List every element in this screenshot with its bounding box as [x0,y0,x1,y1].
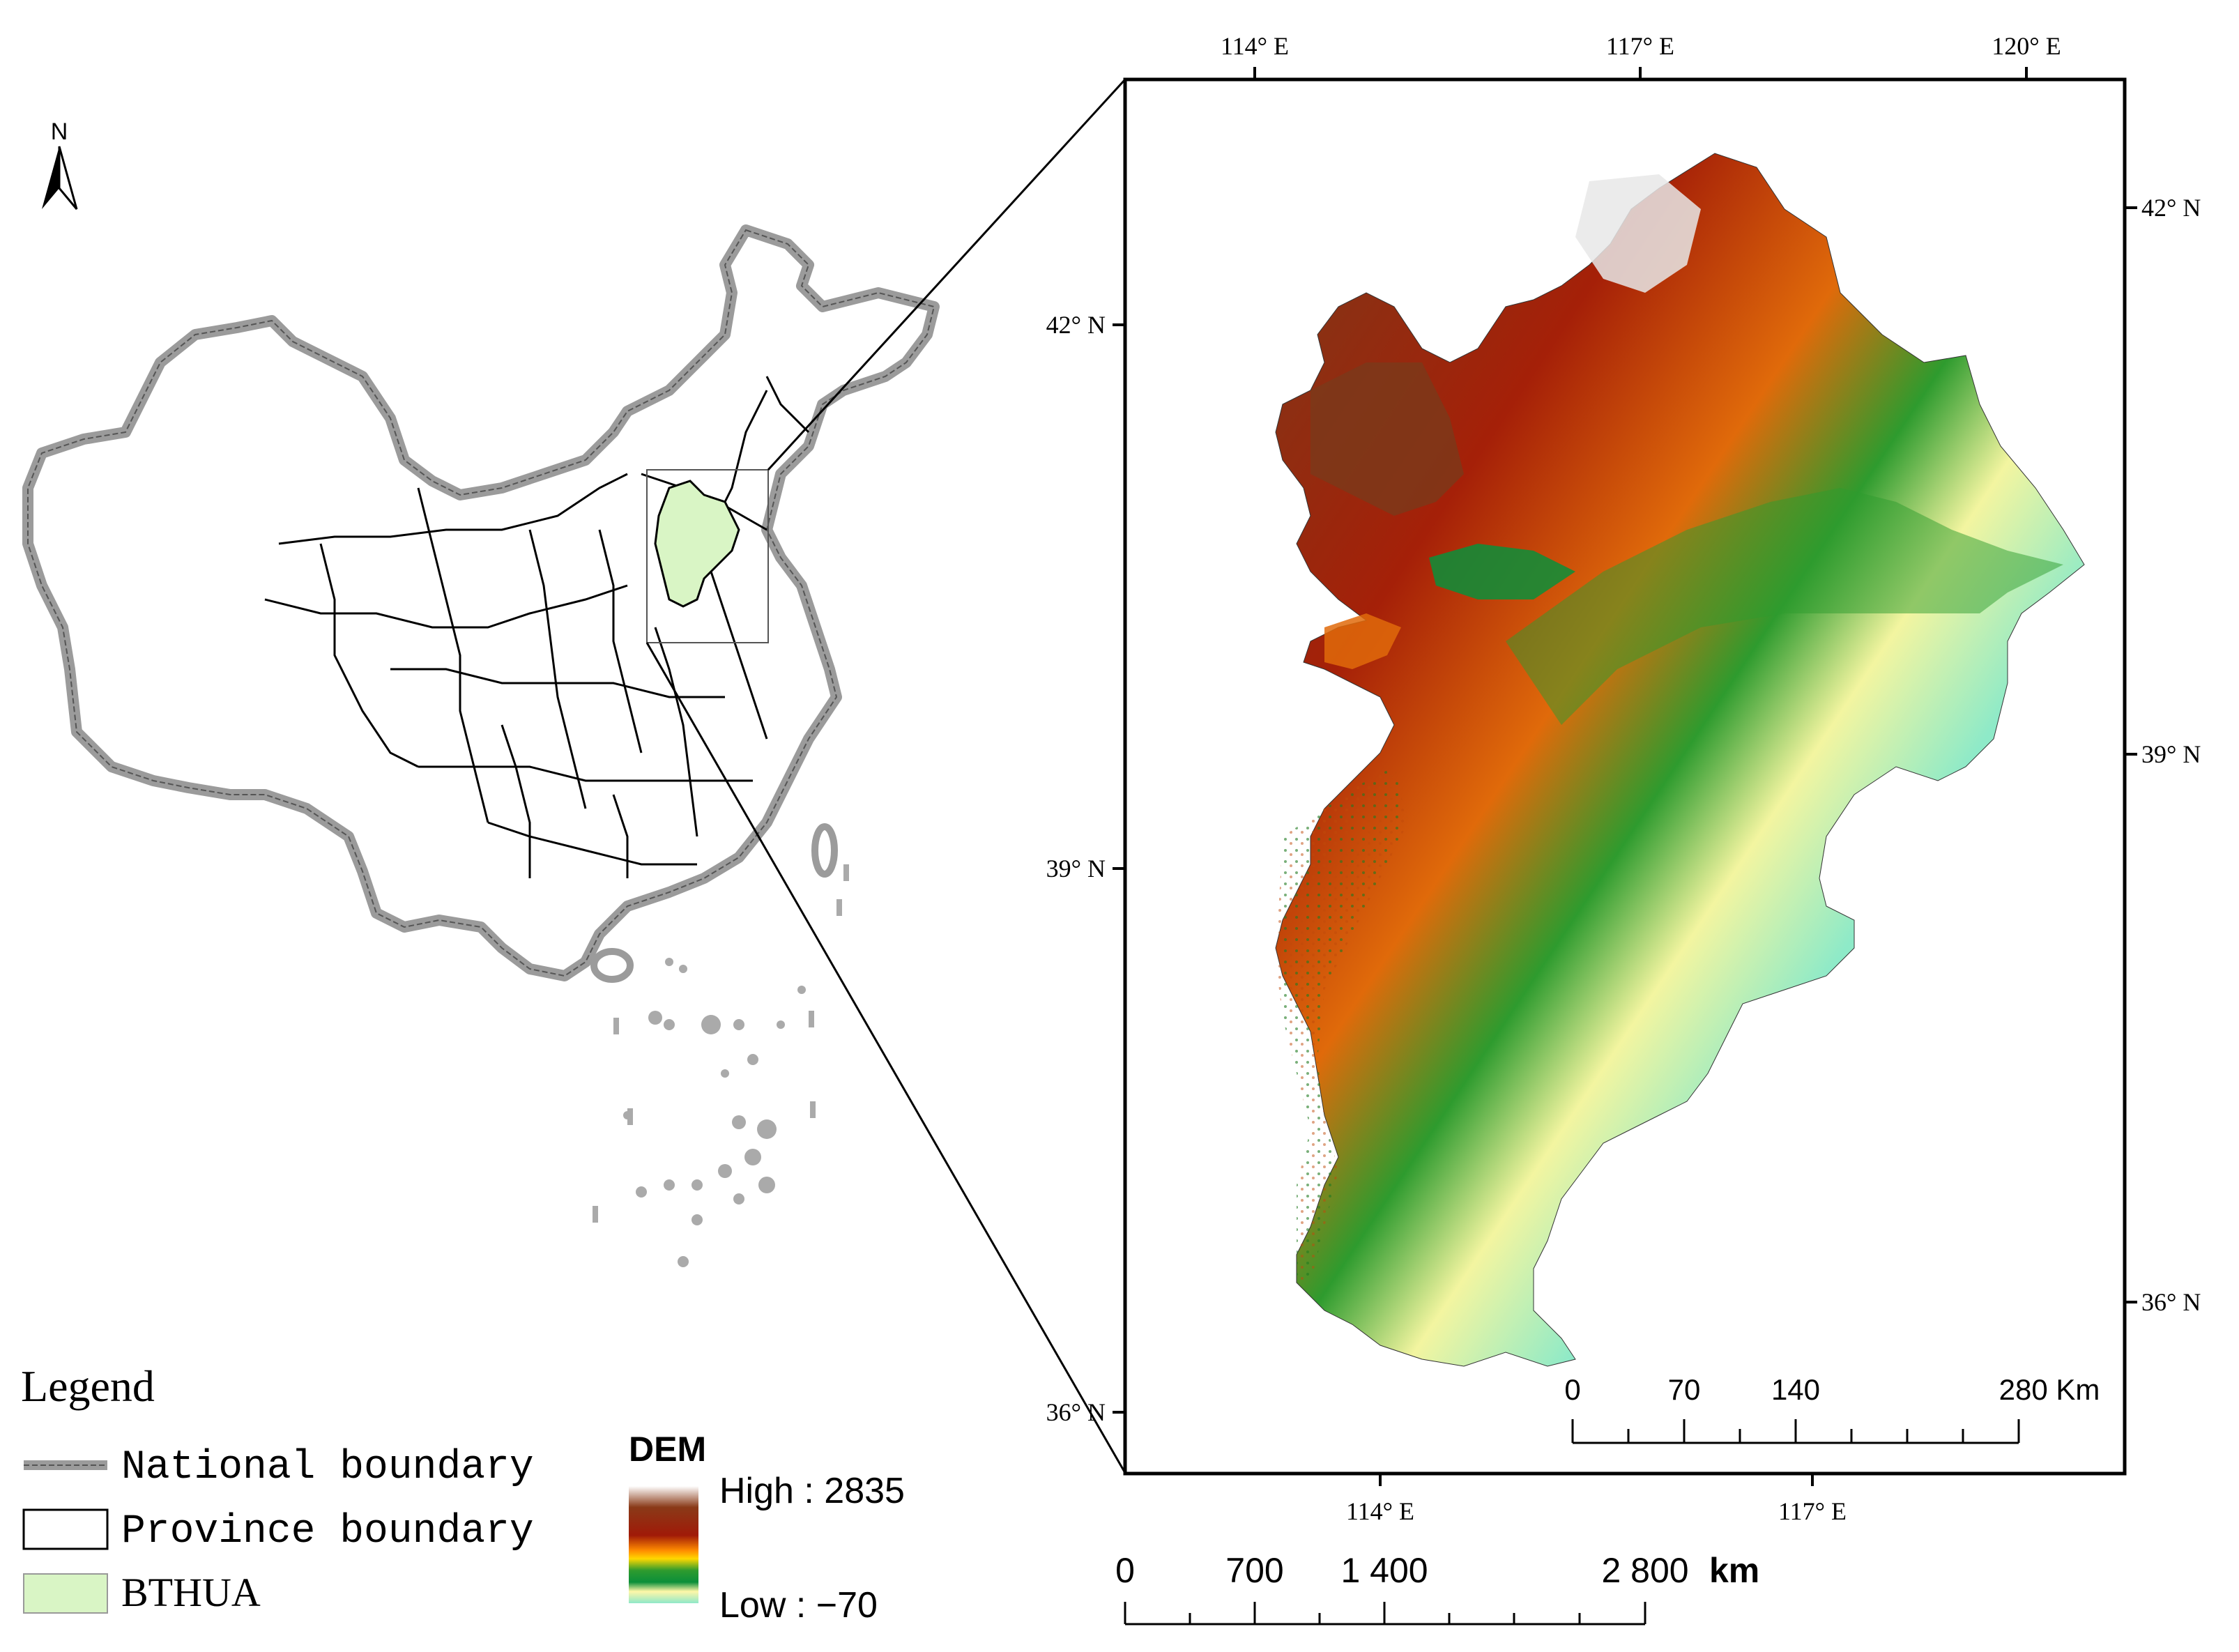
dem-low-label: Low : −70 [719,1585,878,1626]
inset-scale-tick: 70 [1668,1373,1701,1406]
north-arrow-label: N [51,118,68,145]
inset-map: 114° E 117° E 120° E 114° E 117° E 42° N… [1046,32,2201,1525]
inset-scale-tick: 0 [1564,1373,1580,1406]
legend-label: National boundary [121,1445,534,1490]
legend-label: Province boundary [121,1509,534,1554]
main-scale-tick: 1 400 [1340,1551,1428,1590]
extent-box [646,469,769,643]
bthua-region [654,480,740,608]
axis-bottom-label: 117° E [1778,1497,1847,1525]
main-scale-bar: 0 700 1 400 2 800 km [1115,1551,1759,1626]
legend: Legend National boundary Province bounda… [21,1361,534,1615]
inset-scale-tick: 280 Km [1999,1373,2100,1406]
inset-scale-bar: 0 70 140 280 Km [1564,1373,2100,1444]
axis-right-label: 42° N [2141,194,2201,222]
axis-bottom-label: 114° E [1346,1497,1414,1525]
legend-title: Legend [21,1361,155,1411]
province-boundaries [264,376,810,878]
taiwan [811,823,838,878]
main-scale-tick: 2 800 [1601,1551,1688,1590]
zoom-line-bottom [645,642,1126,1474]
axis-top-label: 117° E [1606,32,1674,60]
axis-right-label: 39° N [2141,740,2201,768]
china-map [22,224,940,1267]
south-sea-islands [590,864,849,1267]
north-arrow: N [42,118,78,210]
dem-title: DEM [629,1430,706,1469]
inset-ticks [1113,67,2137,1486]
legend-label: BTHUA [121,1570,261,1615]
main-scale-tick: 0 [1115,1551,1135,1590]
axis-left-label: 39° N [1046,855,1106,882]
axis-top-label: 114° E [1221,32,1289,60]
axis-left-label: 42° N [1046,311,1106,339]
inset-scale-tick: 140 [1771,1373,1820,1406]
dem-region [1275,153,2085,1367]
legend-item-national: National boundary [24,1445,534,1490]
national-boundary [22,224,940,981]
axis-left-label: 36° N [1046,1398,1106,1426]
main-scale-unit: km [1709,1551,1759,1590]
axis-top-label: 120° E [1992,32,2061,60]
legend-item-bthua: BTHUA [23,1570,261,1615]
zoom-line-top [767,78,1126,471]
dem-legend: DEM High : 2835 Low : −70 [629,1430,905,1626]
axis-right-label: 36° N [2141,1288,2201,1316]
main-scale-tick: 700 [1225,1551,1283,1590]
dem-high-label: High : 2835 [719,1471,905,1511]
legend-item-province: Province boundary [22,1508,534,1554]
dem-color-bar [629,1486,698,1603]
